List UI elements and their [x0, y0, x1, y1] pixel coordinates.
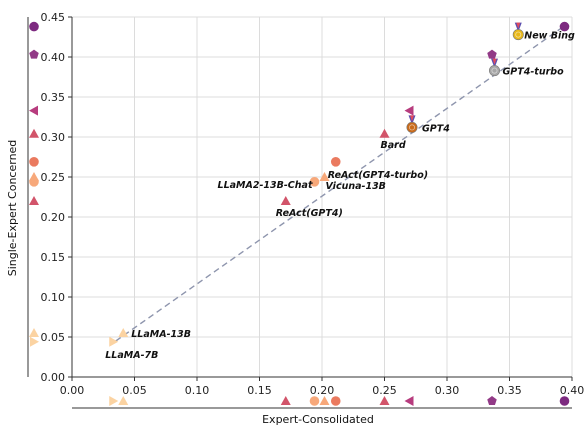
bronze-medal-icon — [406, 115, 418, 133]
marginal-y-marker — [29, 49, 39, 59]
marginal-y-marker — [30, 336, 39, 347]
x-tick-label: 0.25 — [372, 384, 397, 397]
marginal-x-marker — [109, 396, 119, 406]
medal-inner — [515, 31, 522, 38]
point-label: LLaMA2-13B-Chat — [218, 180, 313, 191]
data-point — [330, 157, 341, 167]
data-points — [109, 21, 570, 347]
trend-line-group — [115, 24, 567, 342]
x-tick-label: 0.40 — [560, 384, 585, 397]
data-point — [309, 177, 320, 187]
medal-disc — [488, 65, 500, 77]
data-point — [109, 336, 119, 347]
point-labels: LLaMA-7B LLaMA-13B LLaMA2-13B-Chat Vicuna-1… — [105, 31, 575, 361]
medal-inner — [408, 124, 415, 131]
marginal-x-marker — [330, 396, 341, 406]
data-point — [319, 172, 330, 181]
marginal-x-marker — [118, 396, 129, 405]
point-label: LLaMA-7B — [105, 350, 158, 361]
y-tick-label: 0.25 — [41, 171, 66, 184]
x-axis-title: Expert-Consolidated — [262, 413, 374, 426]
x-tick-label: 0.00 — [60, 384, 85, 397]
y-tick-label: 0.35 — [41, 91, 66, 104]
point-label: New Bing — [524, 31, 575, 42]
marginal-x-marker — [487, 396, 497, 406]
point-label: Vicuna-13B — [326, 181, 386, 192]
point-label: GPT4-turbo — [503, 67, 565, 78]
medal-ribbon-stripe — [516, 22, 521, 29]
y-tick-label: 0.00 — [41, 371, 66, 384]
marginal-x-marker — [559, 396, 570, 406]
x-tick-label: 0.05 — [122, 384, 147, 397]
marginal-markers — [29, 21, 570, 406]
data-point — [280, 196, 291, 205]
point-label: ReAct(GPT4-turbo) — [328, 170, 428, 181]
x-tick-label: 0.20 — [310, 384, 335, 397]
medal-ribbon-stripe — [410, 115, 414, 122]
marginal-y-marker — [29, 21, 39, 32]
point-label: LLaMA-13B — [131, 329, 191, 340]
y-tick-label: 0.30 — [41, 131, 66, 144]
data-point — [118, 328, 129, 337]
silver-medal-icon — [488, 58, 500, 77]
trend-line — [115, 24, 567, 342]
marginal-x-marker — [309, 396, 320, 406]
marginal-y-marker — [29, 128, 39, 138]
x-tick-label: 0.30 — [435, 384, 460, 397]
medal-disc — [406, 121, 418, 133]
marginal-x-marker — [319, 396, 330, 405]
y-tick-label: 0.40 — [41, 51, 66, 64]
point-label: GPT4 — [422, 123, 450, 134]
medal-inner — [491, 67, 498, 74]
medal-ribbon-stripe — [492, 58, 497, 65]
y-axis-title: Single-Expert Concerned — [6, 140, 19, 277]
point-label: ReAct(GPT4) — [276, 208, 343, 219]
data-point — [379, 128, 390, 138]
data-point — [404, 105, 414, 116]
marginal-y-marker — [29, 157, 39, 167]
x-tick-label: 0.10 — [185, 384, 210, 397]
point-label: Bard — [381, 140, 406, 151]
marginal-x-marker — [280, 396, 291, 405]
marginal-y-marker — [29, 105, 38, 116]
y-tick-label: 0.20 — [41, 211, 66, 224]
y-tick-label: 0.05 — [41, 331, 66, 344]
marginal-x-marker — [379, 396, 390, 405]
marginal-x-marker — [404, 396, 414, 406]
marginal-y-marker — [29, 328, 39, 337]
marginal-y-marker — [29, 196, 39, 205]
data-point — [487, 49, 497, 59]
axes: 0.00 0.05 0.10 0.15 0.20 0.25 0.30 0.35 0.40 0.00… — [27, 11, 585, 409]
y-tick-label: 0.15 — [41, 251, 66, 264]
y-tick-label: 0.10 — [41, 291, 66, 304]
y-tick-label: 0.45 — [41, 11, 66, 24]
x-tick-label: 0.35 — [497, 384, 522, 397]
data-point — [559, 21, 570, 32]
medal-disc — [512, 29, 524, 41]
gold-medal-icon — [512, 22, 524, 41]
marginal-y-marker — [29, 172, 39, 181]
x-tick-label: 0.15 — [247, 384, 272, 397]
